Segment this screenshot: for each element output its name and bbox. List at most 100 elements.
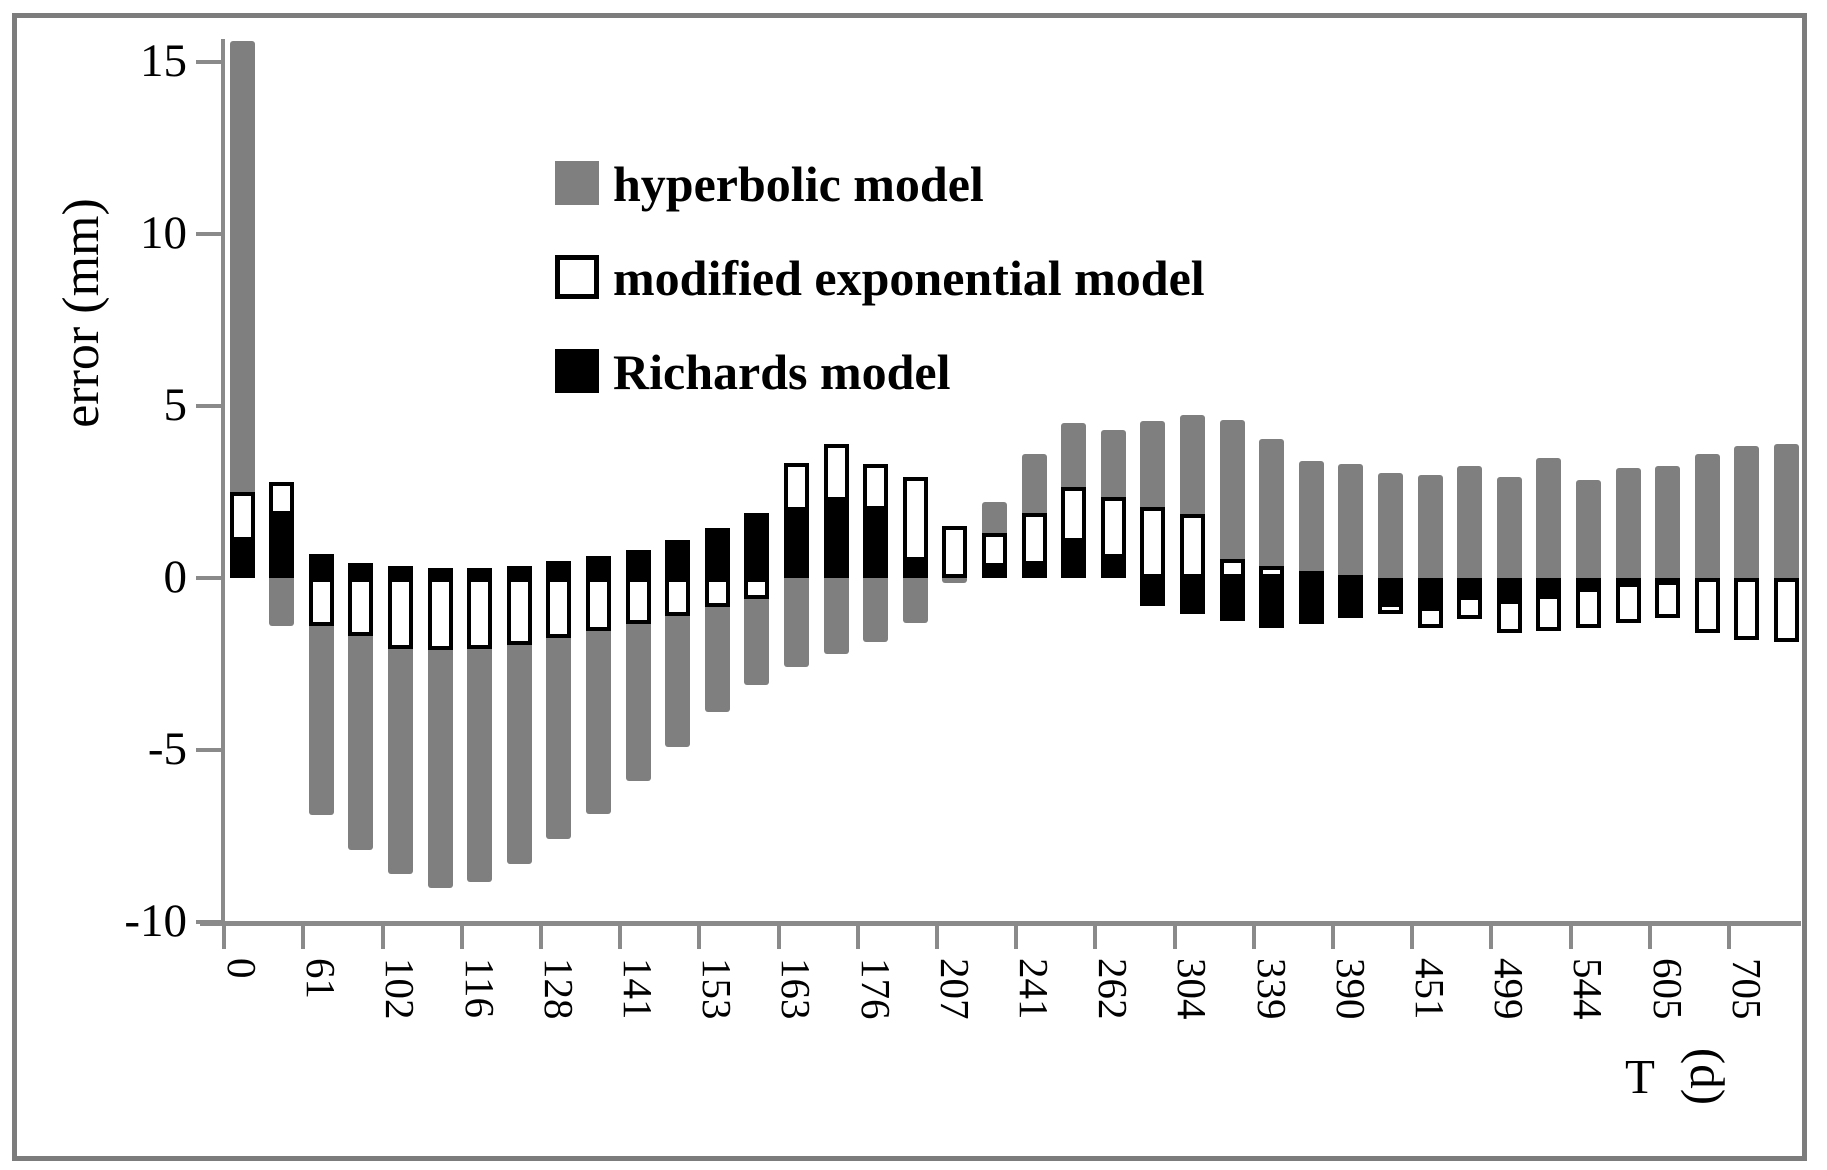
bar-modified-exponential bbox=[1773, 578, 1799, 642]
bar-richards bbox=[1298, 578, 1324, 625]
bar-richards bbox=[1694, 578, 1720, 582]
x-tick bbox=[1727, 923, 1731, 949]
bar-richards bbox=[1615, 578, 1641, 587]
bar-richards bbox=[1179, 578, 1205, 615]
x-axis-title-prefix: T bbox=[1625, 1049, 1655, 1104]
bar-richards bbox=[348, 562, 374, 578]
bar-modified-exponential bbox=[704, 578, 730, 608]
bar-richards bbox=[1061, 538, 1087, 578]
x-tick-label: 176 bbox=[852, 958, 899, 1020]
bar-richards bbox=[1536, 578, 1562, 599]
bar-richards bbox=[546, 560, 572, 578]
x-tick bbox=[539, 923, 543, 949]
bar-modified-exponential bbox=[348, 578, 374, 637]
legend-label-hyperbolic: hyperbolic model bbox=[613, 156, 984, 212]
legend-label-richards: Richards model bbox=[613, 344, 951, 400]
x-tick bbox=[1410, 923, 1415, 949]
legend-swatch-richards-icon bbox=[555, 349, 599, 393]
x-tick bbox=[459, 923, 464, 949]
bar-richards bbox=[1140, 578, 1166, 606]
bar-hyperbolic bbox=[1457, 466, 1483, 578]
bar-modified-exponential bbox=[585, 578, 611, 632]
legend-swatch-hyperbolic-icon bbox=[555, 161, 599, 205]
bar-hyperbolic bbox=[1575, 479, 1601, 578]
bar-modified-exponential bbox=[1694, 578, 1720, 634]
bar-hyperbolic bbox=[1377, 473, 1403, 578]
bar-richards bbox=[1377, 578, 1403, 608]
x-tick bbox=[380, 923, 385, 949]
bar-hyperbolic bbox=[783, 578, 809, 668]
bar-hyperbolic bbox=[1496, 476, 1522, 578]
x-tick-label: 705 bbox=[1723, 958, 1770, 1020]
y-tick bbox=[196, 404, 221, 408]
bar-richards bbox=[229, 536, 255, 578]
bar-hyperbolic bbox=[1536, 457, 1562, 578]
bar-richards bbox=[942, 574, 968, 578]
x-tick-label: 207 bbox=[931, 958, 978, 1020]
x-tick bbox=[855, 923, 860, 949]
x-tick bbox=[776, 923, 781, 949]
x-axis-title-suffix: (d) bbox=[1680, 1047, 1736, 1106]
x-tick bbox=[222, 923, 227, 949]
x-tick-label: 141 bbox=[615, 958, 661, 1020]
bar-modified-exponential bbox=[1298, 571, 1324, 580]
y-tick bbox=[196, 60, 221, 64]
x-tick-label: 499 bbox=[1486, 958, 1533, 1020]
y-tick-label: 10 bbox=[140, 207, 187, 259]
y-tick bbox=[196, 576, 221, 580]
bar-richards bbox=[744, 512, 770, 578]
bar-hyperbolic bbox=[1219, 419, 1245, 578]
y-tick bbox=[196, 232, 221, 236]
bar-modified-exponential bbox=[744, 578, 770, 599]
y-tick bbox=[196, 748, 221, 752]
bar-richards bbox=[1417, 578, 1443, 611]
x-tick-label: 61 bbox=[298, 958, 345, 999]
bar-modified-exponential bbox=[387, 578, 413, 649]
legend-swatch-modified-exponential-icon bbox=[555, 255, 599, 299]
x-tick-label: 102 bbox=[377, 958, 424, 1020]
x-tick bbox=[697, 923, 702, 949]
x-tick-label: 163 bbox=[773, 958, 820, 1020]
bar-richards bbox=[269, 510, 295, 578]
bar-hyperbolic bbox=[1259, 438, 1285, 578]
x-tick-label: 262 bbox=[1090, 958, 1137, 1020]
bar-hyperbolic bbox=[1734, 445, 1760, 578]
bar-richards bbox=[308, 553, 334, 578]
bar-modified-exponential bbox=[665, 578, 691, 616]
x-tick-label: 390 bbox=[1327, 958, 1374, 1020]
bar-richards bbox=[981, 562, 1007, 578]
bar-hyperbolic bbox=[863, 578, 889, 642]
bar-richards bbox=[1259, 578, 1285, 628]
x-tick-label: 153 bbox=[694, 958, 741, 1020]
y-tick-label: -5 bbox=[147, 723, 187, 775]
bar-hyperbolic bbox=[1298, 461, 1324, 578]
legend-label-modified-exponential: modified exponential model bbox=[613, 250, 1205, 306]
bar-richards bbox=[902, 557, 928, 578]
x-axis-title: T (d) bbox=[1625, 1048, 1737, 1105]
bar-hyperbolic bbox=[823, 578, 849, 654]
y-tick-label: 15 bbox=[140, 35, 187, 87]
bar-richards bbox=[1021, 560, 1047, 578]
x-tick-label: 451 bbox=[1407, 958, 1453, 1020]
bar-richards bbox=[823, 497, 849, 578]
bar-modified-exponential bbox=[467, 578, 493, 649]
bar-richards bbox=[427, 567, 453, 578]
y-tick-label: -10 bbox=[124, 895, 187, 947]
bar-richards bbox=[1734, 578, 1760, 582]
bar-modified-exponential bbox=[1734, 578, 1760, 640]
x-tick-label: 339 bbox=[1248, 958, 1295, 1020]
chart-figure: hyperbolic model modified exponential mo… bbox=[12, 13, 1807, 1161]
x-axis-line bbox=[200, 921, 1801, 926]
x-tick bbox=[1251, 923, 1256, 949]
bar-hyperbolic bbox=[269, 578, 295, 627]
x-tick bbox=[1014, 923, 1019, 949]
bar-richards bbox=[1575, 578, 1601, 592]
bar-hyperbolic bbox=[1694, 454, 1720, 578]
bar-richards bbox=[1338, 578, 1364, 618]
bar-modified-exponential bbox=[1259, 565, 1285, 578]
bar-richards bbox=[1496, 578, 1522, 604]
bar-hyperbolic bbox=[1417, 474, 1443, 578]
x-tick-label: 0 bbox=[219, 958, 265, 979]
y-axis-title: error (mm) bbox=[53, 198, 110, 428]
bar-hyperbolic bbox=[942, 578, 968, 584]
